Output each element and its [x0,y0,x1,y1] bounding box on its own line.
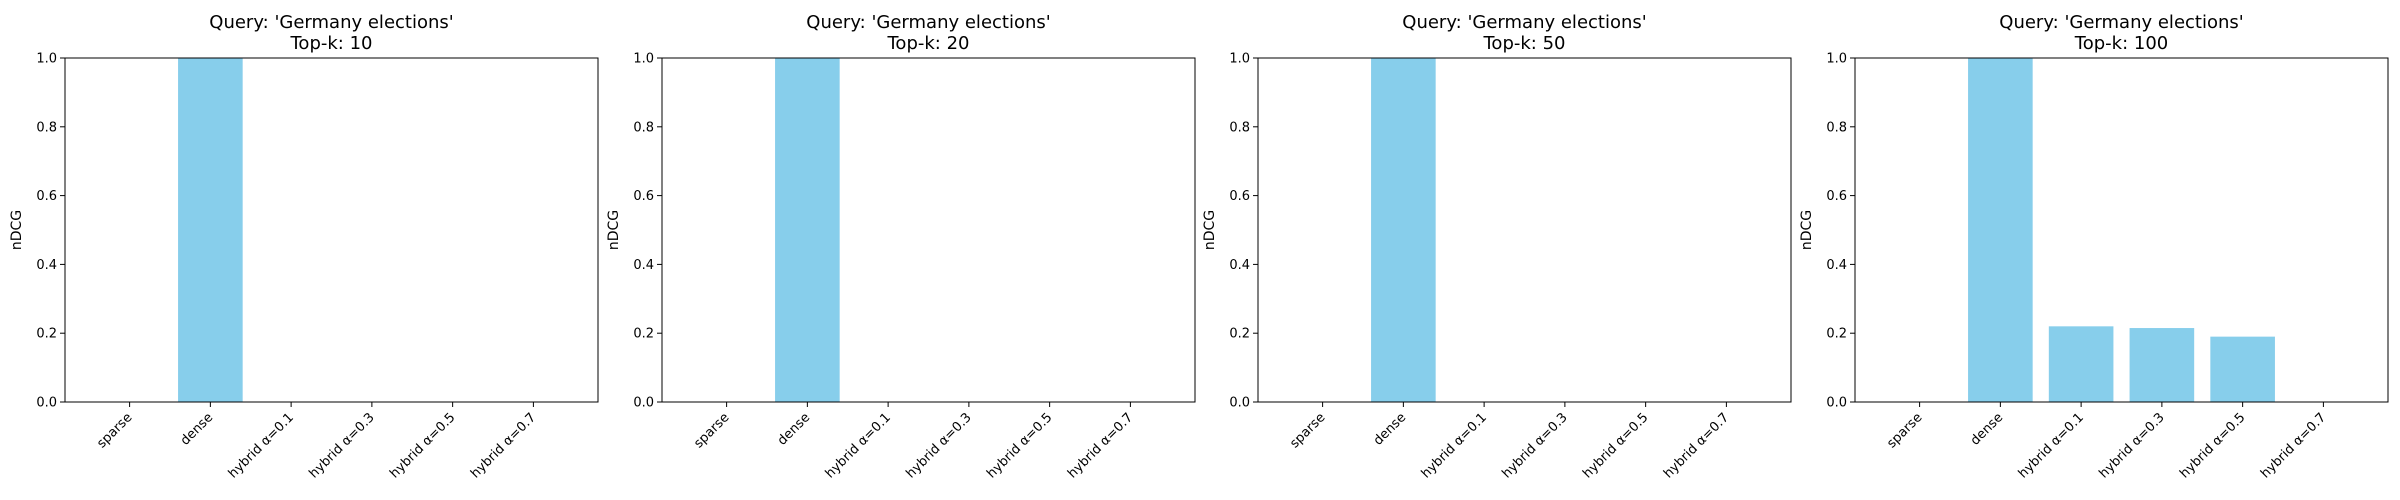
chart-title: Query: 'Germany elections' [806,12,1050,33]
chart-panel-1: Query: 'Germany elections'Top-k: 10 0.0 0.… [9,12,599,481]
x-tick-label: hybrid α=0.3 [904,410,975,481]
x-tick-label: dense [775,410,813,448]
x-tick-label: sparse [94,410,135,451]
y-tick-label: 0.8 [36,120,57,135]
x-tick-label: hybrid α=0.7 [468,410,539,481]
chart-title: Query: 'Germany elections' [209,12,453,33]
bar-dense [1968,58,2033,402]
x-tick-label: hybrid α=0.5 [984,410,1055,481]
y-tick-label: 0.4 [1229,258,1250,273]
x-tick-label: hybrid α=0.5 [2177,410,2248,481]
x-tick-label: hybrid α=0.7 [2258,410,2329,481]
y-tick-label: 0.8 [1826,120,1847,135]
plot-frame [1257,57,1792,403]
y-tick-label: 0.6 [36,189,57,204]
y-tick-label: 0.2 [1826,327,1847,342]
chart-title: Query: 'Germany elections' [1999,12,2243,33]
y-tick-label: 0.4 [36,258,57,273]
x-tick-label: hybrid α=0.1 [823,410,894,481]
x-tick-label: hybrid α=0.7 [1661,410,1732,481]
y-tick-label: 0.6 [1826,189,1847,204]
y-axis-label: nDCG [1799,210,1815,250]
y-tick-label: 1.0 [36,52,57,67]
y-tick-label: 0.0 [633,396,654,411]
y-tick-label: 0.6 [1229,189,1250,204]
chart-subtitle: Top-k: 100 [2074,33,2168,54]
x-tick-label: hybrid α=0.1 [226,410,297,481]
x-tick-label: hybrid α=0.3 [1500,410,1571,481]
y-tick-label: 0.8 [1229,120,1250,135]
y-tick-label: 0.4 [633,258,654,273]
x-tick-label: sparse [691,410,732,451]
bar-dense [1371,58,1436,402]
x-tick-label: sparse [1884,410,1925,451]
y-tick-label: 0.0 [1229,396,1250,411]
y-tick-label: 1.0 [1826,52,1847,67]
bar-dense [775,58,840,402]
x-tick-label: hybrid α=0.1 [1419,410,1490,481]
x-tick-label: hybrid α=0.1 [2016,410,2087,481]
bar-hybrid-0-1 [2048,326,2114,402]
chart-title: Query: 'Germany elections' [1402,12,1646,33]
x-tick-label: hybrid α=0.7 [1065,410,1136,481]
x-tick-label: hybrid α=0.3 [307,410,378,481]
chart-panel-4: Query: 'Germany elections'Top-k: 100 0.0 0… [1799,12,2389,481]
x-tick-label: hybrid α=0.3 [2097,410,2168,481]
y-tick-label: 0.6 [633,189,654,204]
y-tick-label: 0.2 [633,327,654,342]
chart-subtitle: Top-k: 10 [290,33,373,54]
plot-frame [661,57,1196,403]
bar-hybrid-0-5 [2210,336,2275,402]
y-tick-label: 0.0 [36,396,57,411]
plot-frame [1854,57,2389,403]
y-tick-label: 1.0 [633,52,654,67]
y-tick-label: 0.4 [1826,258,1847,273]
y-tick-label: 1.0 [1229,52,1250,67]
y-tick-label: 0.2 [36,327,57,342]
y-tick-label: 0.0 [1826,396,1847,411]
x-tick-label: sparse [1287,410,1328,451]
bar-dense [178,58,243,402]
chart-subtitle: Top-k: 50 [1483,33,1566,54]
chart-panel-3: Query: 'Germany elections'Top-k: 50 0.0 0.… [1202,12,1792,481]
chart-panel-2: Query: 'Germany elections'Top-k: 20 0.0 0.… [606,12,1196,481]
x-tick-label: dense [178,410,216,448]
x-tick-label: dense [1968,410,2006,448]
y-axis-label: nDCG [9,210,25,250]
y-axis-label: nDCG [606,210,622,250]
bar-hybrid-0-3 [2129,328,2195,402]
x-tick-label: hybrid α=0.5 [1580,410,1651,481]
chart-subtitle: Top-k: 20 [887,33,970,54]
y-tick-label: 0.2 [1229,327,1250,342]
x-tick-label: hybrid α=0.5 [387,410,458,481]
plot-frame [64,57,599,403]
x-tick-label: dense [1371,410,1409,448]
y-axis-label: nDCG [1202,210,1218,250]
y-tick-label: 0.8 [633,120,654,135]
